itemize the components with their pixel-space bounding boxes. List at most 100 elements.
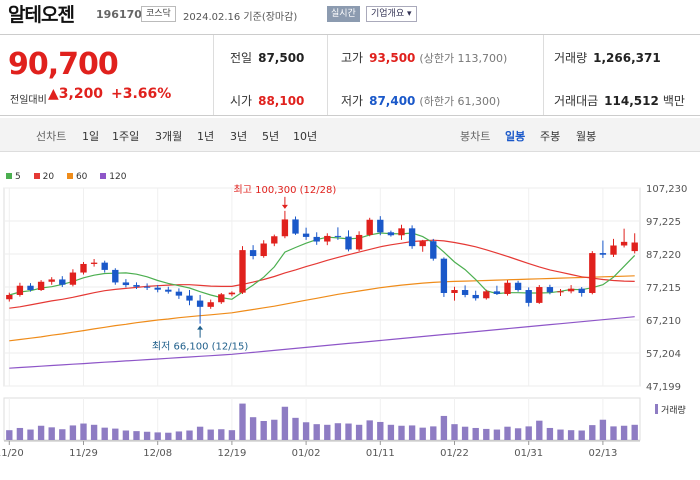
volume-bar: [292, 417, 299, 440]
x-tick-label: 12/08: [143, 448, 172, 459]
legend-ma20: 20: [33, 172, 54, 182]
tab-5y[interactable]: 5년: [262, 130, 280, 143]
candle-body: [313, 236, 320, 242]
tab-daily[interactable]: 일봉: [505, 130, 526, 143]
candle-body: [377, 219, 384, 233]
volume-bar: [228, 430, 236, 440]
volume-bar: [239, 403, 246, 440]
volume-bar: [398, 425, 405, 440]
trade-amount: 거래대금 114,512 백만: [554, 94, 685, 108]
volume-bar: [207, 429, 214, 440]
tab-10y[interactable]: 10년: [293, 130, 318, 143]
y-tick-label: 97,225: [646, 217, 681, 228]
candle-body: [122, 282, 130, 286]
candle-body: [165, 289, 172, 292]
current-price: 90,700: [8, 47, 119, 82]
candle-body: [175, 291, 183, 296]
candle-body: [101, 262, 108, 270]
y-tick-label: 67,210: [646, 316, 681, 327]
volume-bar: [80, 423, 87, 440]
y-tick-label: 47,199: [646, 382, 681, 393]
candle-body: [387, 232, 395, 236]
volume-bar: [387, 424, 395, 440]
volume-bar: [196, 426, 204, 440]
volume-bar: [631, 424, 638, 440]
prev-close: 전일 87,500: [230, 51, 305, 65]
realtime-button[interactable]: 실시간: [327, 6, 360, 22]
candle-body: [260, 243, 267, 257]
low-annotation: 최저 66,100 (12/15): [152, 341, 248, 353]
candle-body: [143, 286, 151, 288]
candle-body: [133, 285, 140, 287]
volume-bar: [578, 430, 585, 440]
chart-period-tabs: 선차트 1일 1주일 3개월 1년 3년 5년 10년 봉차트 일봉 주봉 월봉: [0, 118, 700, 152]
candle-body: [249, 250, 257, 257]
tab-1w[interactable]: 1주일: [112, 130, 140, 143]
volume-bar: [546, 427, 554, 440]
volume-bar: [37, 425, 45, 440]
volume-bar: [536, 420, 543, 440]
volume-bar: [345, 423, 352, 440]
candle-body: [483, 291, 490, 299]
y-tick-label: 87,220: [646, 250, 681, 261]
candle-body: [525, 290, 532, 303]
line-chart-label: 선차트: [36, 130, 67, 143]
volume-bar: [281, 406, 289, 440]
candle-body: [398, 228, 405, 236]
low-price: 저가 87,400 (하한가 61,300): [341, 94, 501, 108]
candle-body: [6, 294, 13, 300]
tab-weekly[interactable]: 주봉: [540, 130, 561, 143]
tab-3m[interactable]: 3개월: [155, 130, 183, 143]
volume-bar: [271, 419, 278, 440]
volume-bar: [69, 425, 77, 440]
tab-3y[interactable]: 3년: [230, 130, 248, 143]
candle-body: [16, 285, 24, 295]
candle-body: [345, 236, 352, 250]
volume-bar: [334, 423, 342, 440]
y-tick-label: 77,215: [646, 283, 681, 294]
volume-bar: [48, 427, 55, 440]
volume-bar: [6, 430, 13, 440]
candle-body: [557, 291, 564, 293]
stock-header: 알테오젠 196170 코스닥 2024.02.16 기준(장마감) 실시간 기…: [0, 0, 700, 30]
candle-body: [451, 290, 458, 293]
ma-legend: 5 20 60 120: [6, 172, 136, 182]
high-price: 고가 93,500 (상한가 113,700): [341, 51, 508, 65]
volume-bar: [133, 431, 140, 440]
x-tick-label: 01/11: [366, 448, 395, 459]
candle-body: [112, 269, 119, 283]
volume-bar: [16, 427, 24, 440]
volume-bar: [472, 427, 479, 440]
candle-body: [90, 262, 98, 264]
tab-monthly[interactable]: 월봉: [576, 130, 597, 143]
candle-body: [408, 228, 416, 247]
volume-bar: [377, 421, 384, 440]
volume-bar: [440, 415, 448, 440]
volume: 거래량 1,266,371: [554, 51, 661, 65]
candle-body: [271, 236, 278, 244]
candle-chart-label: 봉차트: [460, 130, 491, 143]
volume-bar: [186, 430, 193, 440]
candle-body: [599, 253, 607, 255]
candle-body: [589, 253, 596, 293]
volume-bar: [154, 432, 161, 440]
candle-body: [37, 281, 45, 291]
volume-bar: [122, 430, 130, 440]
volume-bar: [90, 424, 98, 440]
company-info-dropdown[interactable]: 기업개요 ▾: [366, 6, 417, 22]
candle-body: [514, 282, 522, 291]
volume-bar: [249, 417, 257, 440]
candle-body: [186, 295, 193, 301]
volume-bar: [408, 425, 416, 440]
candle-body: [334, 235, 342, 237]
tab-1d[interactable]: 1일: [82, 130, 100, 143]
candle-body: [440, 258, 448, 293]
volume-bar: [218, 429, 225, 440]
volume-bar: [610, 426, 617, 440]
volume-bar: [324, 424, 331, 440]
volume-bar: [557, 429, 564, 440]
tab-1y[interactable]: 1년: [197, 130, 215, 143]
stock-name: 알테오젠: [8, 4, 75, 26]
candle-body: [631, 242, 638, 252]
